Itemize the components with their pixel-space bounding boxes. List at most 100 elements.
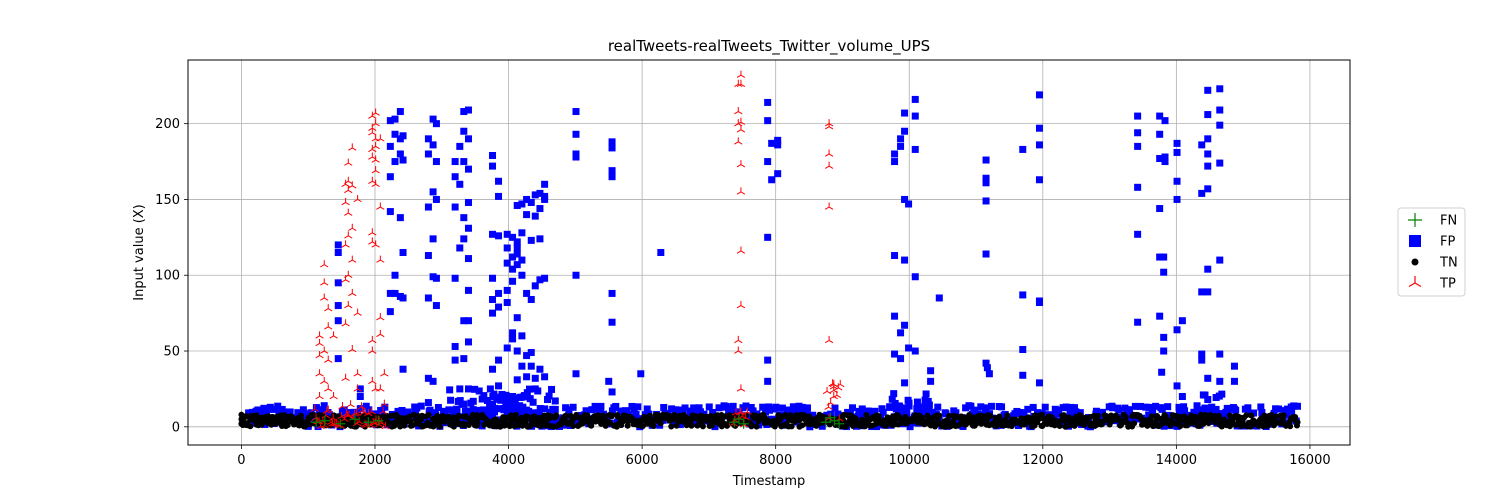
fn-point — [820, 417, 831, 428]
fp-point — [489, 162, 497, 170]
tn-point — [519, 422, 526, 429]
fp-point — [982, 174, 990, 182]
fp-point — [509, 233, 517, 241]
fp-point — [334, 279, 342, 287]
fp-point — [681, 404, 689, 412]
tn-point — [330, 412, 337, 419]
fp-point — [858, 405, 866, 413]
legend-label: TN — [1439, 256, 1458, 271]
fp-point — [901, 109, 909, 117]
dense-band-tp — [310, 400, 390, 430]
fp-point — [1053, 406, 1061, 414]
fp-point — [572, 108, 580, 116]
fp-point — [456, 180, 464, 188]
fp-point — [905, 344, 913, 352]
tp-point — [734, 107, 743, 115]
tn-point — [753, 423, 760, 430]
tp-point — [368, 376, 377, 385]
fp-point — [766, 406, 774, 414]
fp-point — [391, 158, 399, 166]
fp-point — [634, 403, 642, 411]
fp-point — [608, 318, 616, 326]
fp-point — [334, 249, 342, 256]
fp-point — [888, 395, 896, 403]
fp-point — [334, 355, 342, 363]
fp-point — [1173, 148, 1181, 156]
fp-point — [952, 409, 960, 417]
tp-point — [367, 407, 376, 415]
fp-point — [778, 404, 786, 412]
tp-point — [736, 125, 746, 133]
fp-point — [768, 139, 776, 147]
plot-frame — [187, 59, 1351, 446]
fp-point — [1019, 291, 1027, 299]
fp-point — [513, 314, 521, 322]
fp-point — [325, 411, 333, 419]
fp-point — [1212, 405, 1220, 413]
fp-point — [774, 141, 782, 149]
tp-point — [734, 335, 743, 344]
fp-point — [1216, 121, 1224, 129]
tp-point — [329, 331, 338, 339]
fp-point — [413, 404, 421, 412]
fp-point — [396, 214, 404, 222]
fp-point — [1145, 411, 1153, 419]
fp-point — [1232, 406, 1240, 414]
fp-point — [608, 388, 616, 396]
tp-point — [320, 346, 329, 354]
fp-point — [535, 409, 543, 417]
fp-point — [526, 395, 534, 403]
tp-point — [824, 161, 834, 169]
fp-point — [495, 303, 503, 311]
fp-point — [715, 404, 723, 412]
fp-point — [519, 403, 527, 411]
dense-band-tn — [238, 411, 1301, 430]
fn-point — [363, 417, 374, 428]
tp-point — [736, 160, 746, 168]
fp-point — [901, 256, 909, 264]
fp-point — [512, 404, 520, 412]
legend-label: FN — [1440, 214, 1457, 229]
fp-point — [503, 230, 511, 238]
fp-point — [911, 273, 919, 281]
fp-point — [1156, 253, 1164, 261]
fp-point — [1035, 91, 1043, 99]
fp-point — [491, 404, 499, 412]
fp-point — [758, 418, 766, 426]
tn-point — [588, 422, 595, 429]
fp-point — [541, 405, 549, 413]
fp-point — [774, 170, 782, 178]
fp-point — [1152, 402, 1160, 410]
fp-point — [608, 167, 616, 175]
fp-point — [464, 135, 472, 143]
tp-point — [368, 228, 377, 236]
fp-point — [1216, 377, 1224, 385]
fp-point — [803, 408, 811, 416]
tp-point — [348, 143, 357, 151]
fp-point — [527, 236, 535, 244]
tn-point — [782, 412, 789, 419]
fp-point — [460, 158, 468, 166]
tn-point — [646, 412, 653, 419]
fp-point — [490, 408, 498, 416]
tn-point — [1261, 412, 1268, 419]
fp-point — [417, 402, 425, 410]
fp-point — [1160, 253, 1168, 261]
x-tick-label: 16000 — [1289, 453, 1330, 468]
tp-point — [348, 255, 357, 263]
fp-point — [523, 195, 531, 203]
fp-point — [1029, 403, 1037, 411]
fp-point — [565, 406, 573, 414]
fp-point — [818, 422, 826, 430]
fp-point — [429, 377, 437, 385]
tn-point — [996, 413, 1003, 420]
fp-point — [1257, 403, 1265, 411]
tp-point — [341, 240, 350, 248]
fp-point — [987, 402, 995, 410]
legend-label: FP — [1440, 235, 1455, 250]
fp-point — [460, 127, 468, 135]
fp-point — [551, 397, 559, 405]
fp-point — [1041, 403, 1049, 411]
fp-point — [774, 404, 782, 412]
tp-point — [736, 70, 746, 78]
